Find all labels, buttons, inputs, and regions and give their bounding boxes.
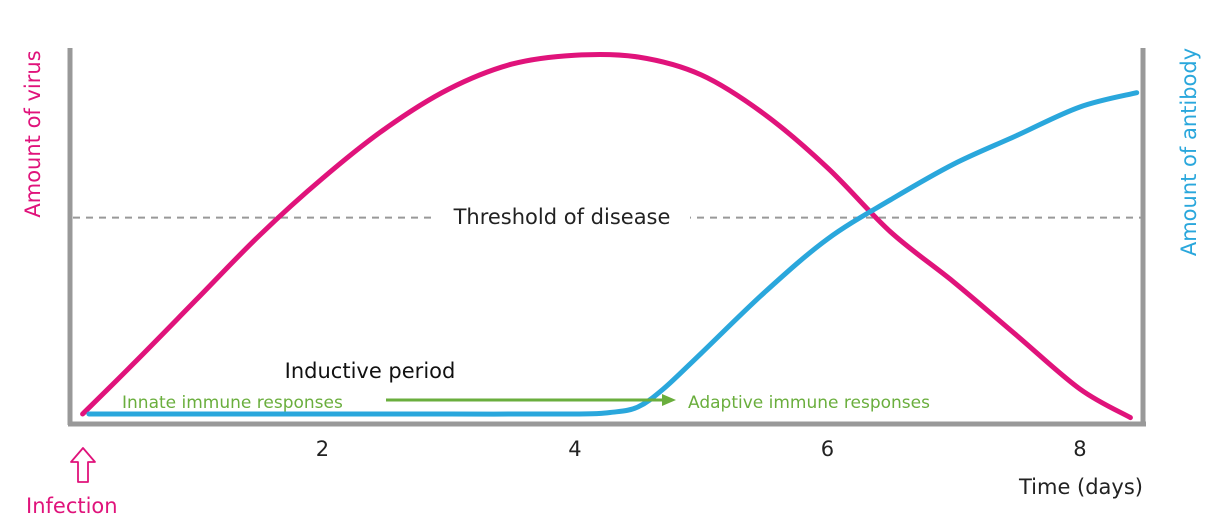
threshold-label: Threshold of disease — [453, 205, 671, 229]
threshold-label-bg — [432, 200, 690, 232]
x-axis-label: Time (days) — [1018, 475, 1143, 499]
responses-arrow-head — [662, 394, 676, 406]
antibody-curve — [86, 90, 1140, 417]
inductive-period-label: Inductive period — [285, 359, 456, 383]
x-tick-label: 2 — [316, 437, 329, 461]
infection-label: Infection — [26, 494, 118, 518]
x-tick-label: 4 — [568, 437, 581, 461]
infection-arrow-icon — [70, 447, 96, 483]
y-axis-label-left: Amount of virus — [21, 50, 45, 217]
x-tick-label: 8 — [1073, 437, 1086, 461]
y-axis-label-right: Amount of antibody — [1177, 48, 1201, 256]
innate-responses-label: Innate immune responses — [122, 393, 343, 413]
adaptive-responses-label: Adaptive immune responses — [688, 393, 930, 413]
virus-curve — [80, 51, 1133, 421]
x-ticks: 2 4 6 8 — [316, 437, 1087, 461]
series-layer — [80, 51, 1140, 421]
x-tick-label: 6 — [821, 437, 834, 461]
